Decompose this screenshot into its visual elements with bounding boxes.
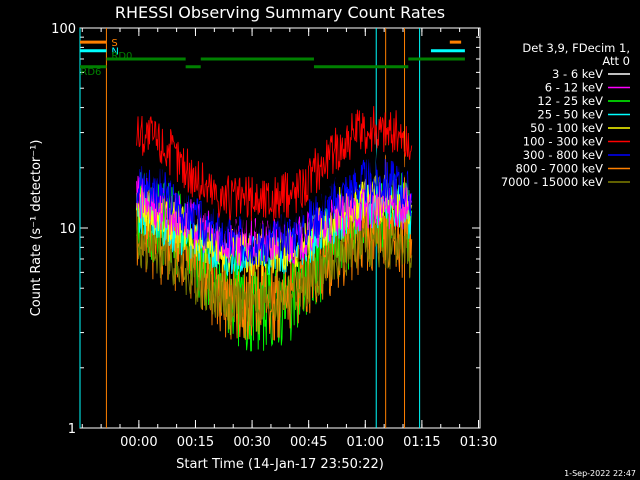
plot-area: 1 10 100 00:00 00:15 00:30 00:45 01:00 01:15 01:3… <box>51 22 630 450</box>
status-label: N <box>111 47 118 58</box>
series-line <box>136 158 413 266</box>
footer-date: 1-Sep-2022 22:47 <box>564 469 636 478</box>
x-tick-label: 01:30 <box>460 435 497 450</box>
x-tick-label: 00:00 <box>120 435 157 450</box>
legend-header-line-1: Det 3,9, FDecim 1, <box>522 41 630 55</box>
legend-label: 3 - 6 keV <box>552 67 603 81</box>
status-label: S <box>111 38 117 49</box>
y-tick-label: 10 <box>59 222 76 237</box>
legend-label: 6 - 12 keV <box>545 81 603 95</box>
legend-label: 50 - 100 keV <box>530 121 603 135</box>
legend-label: 7000 - 15000 keV <box>501 175 603 189</box>
legend-header-line-2: Att 0 <box>602 54 630 68</box>
legend-label: 25 - 50 keV <box>537 108 603 122</box>
status-label: RD0 <box>111 51 132 62</box>
x-tick-label: 00:45 <box>290 435 327 450</box>
series-line <box>136 106 413 221</box>
x-tick-label: 00:15 <box>177 435 214 450</box>
y-tick-label: 1 <box>68 422 76 437</box>
legend-label: 100 - 300 keV <box>523 135 603 149</box>
legend-label: 300 - 800 keV <box>523 148 603 162</box>
series-line <box>136 222 413 327</box>
x-axis-label: Start Time (14-Jan-17 23:50:22) <box>176 457 384 472</box>
y-tick-label: 100 <box>51 22 76 37</box>
legend-label: 800 - 7000 keV <box>515 162 603 176</box>
chart-title: RHESSI Observing Summary Count Rates <box>115 3 445 22</box>
x-tick-label: 00:30 <box>233 435 270 450</box>
status-label: RD6 <box>80 67 101 78</box>
x-tick-label: 01:15 <box>403 435 440 450</box>
y-axis-label: Count Rate (s⁻¹ detector⁻¹) <box>29 140 44 317</box>
x-tick-label: 01:00 <box>347 435 384 450</box>
legend-label: 12 - 25 keV <box>537 94 603 108</box>
series-line <box>136 174 413 277</box>
